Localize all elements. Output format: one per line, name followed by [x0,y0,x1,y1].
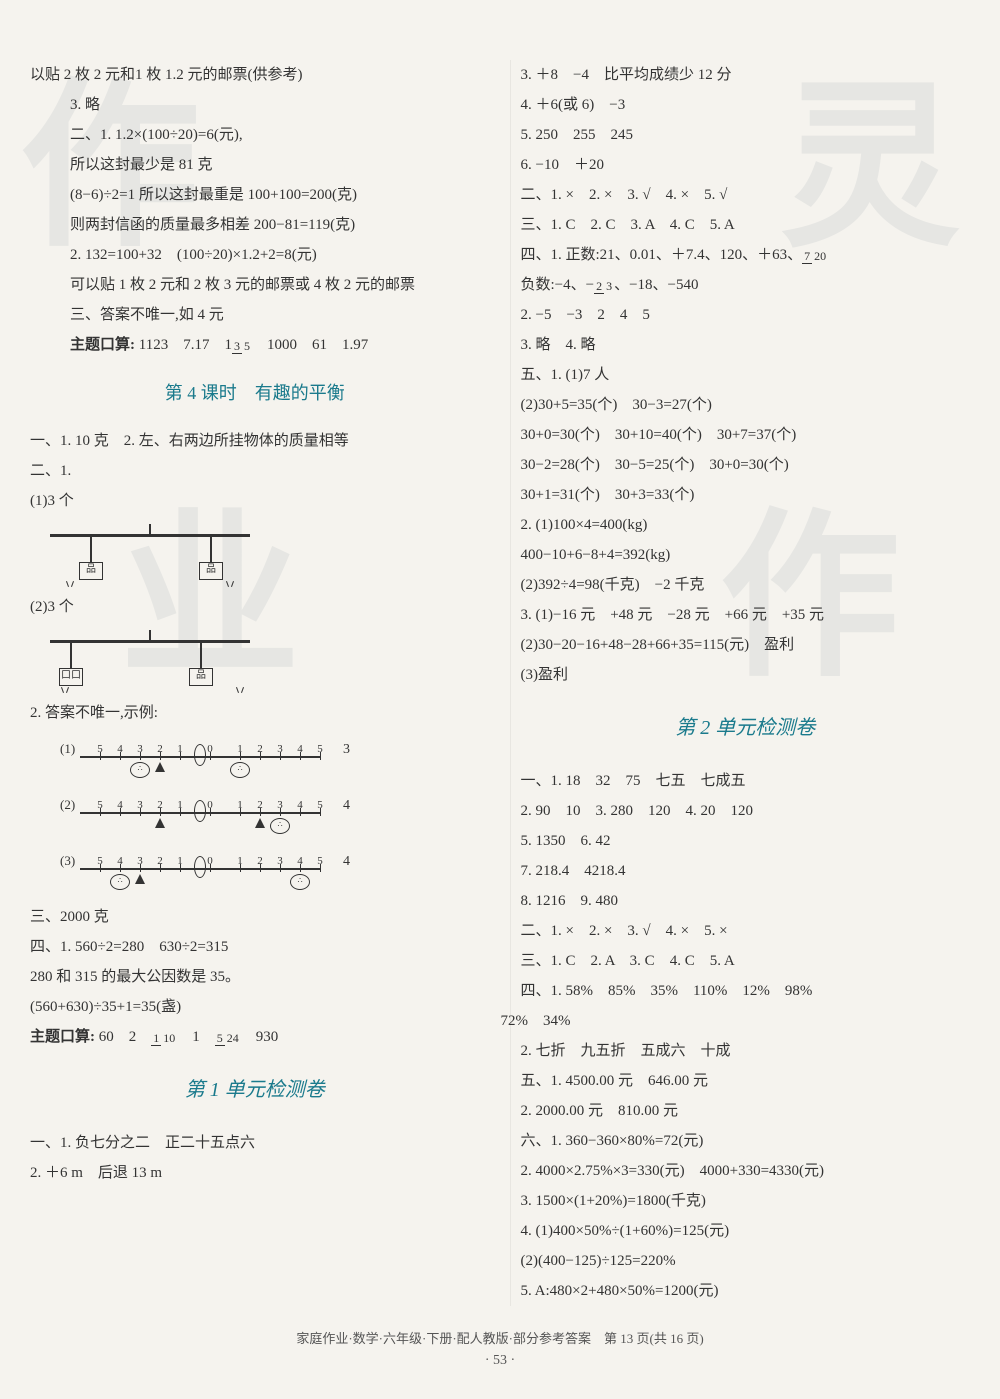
text-line: 7. 218.4 4218.4 [521,856,971,886]
text-line: 5. A:480×2+480×50%=1200(元) [521,1276,971,1306]
text-line: 则两封信函的质量最多相差 200−81=119(克) [30,210,480,240]
text-line: (3)盈利 [521,660,971,690]
text-line: 2. 答案不唯一,示例: [30,698,480,728]
text-line: 四、1. 正数:21、0.01、＋7.4、120、＋63、720 [521,240,971,270]
text-line: 主题口算: 1123 7.17 135 1000 61 1.97 [30,330,480,360]
text-line: 4. ＋6(或 6) −3 [521,90,971,120]
right-column: 3. ＋8 −4 比平均成绩少 12 分 4. ＋6(或 6) −3 5. 25… [510,60,971,1306]
text-line: 3. 略 [30,90,480,120]
text-line: (2)(400−125)÷125=220% [521,1246,971,1276]
fraction: 23 [594,280,614,292]
text-line: 五、1. (1)7 人 [521,360,971,390]
text-line: 8. 1216 9. 480 [521,886,971,916]
text-line: 五、1. 4500.00 元 646.00 元 [521,1066,971,1096]
text-line: 2. 90 10 3. 280 120 4. 20 120 [521,796,971,826]
text-line: 30+0=30(个) 30+10=40(个) 30+7=37(个) [521,420,971,450]
page-container: 以贴 2 枚 2 元和1 枚 1.2 元的邮票(供参考) 3. 略 二、1. 1… [0,0,1000,1336]
text-line: 2. 132=100+32 (100÷20)×1.2+2=8(元) [30,240,480,270]
text-line: 3. 略 4. 略 [521,330,971,360]
text-line: 2. (1)100×4=400(kg) [521,510,971,540]
text-line: 二、1. [30,456,480,486]
fraction: 524 [215,1032,241,1044]
numberline-3: (3) 4 54321012345∴∴ [60,846,340,896]
text-line: 5. 250 255 245 [521,120,971,150]
test-heading: 第 1 单元检测卷 [30,1070,480,1110]
numberline-2: (2) 4 54321012345∴ [60,790,340,840]
text-line: 280 和 315 的最大公因数是 35。 [30,962,480,992]
text-line: 三、答案不唯一,如 4 元 [30,300,480,330]
text-line: 四、1. 560÷2=280 630÷2=315 [30,932,480,962]
text-line: 二、1. × 2. × 3. √ 4. × 5. × [521,916,971,946]
left-column: 以贴 2 枚 2 元和1 枚 1.2 元的邮票(供参考) 3. 略 二、1. 1… [30,60,490,1306]
values: 1123 7.17 1 [139,337,232,353]
page-footer: 家庭作业·数学·六年级·下册·配人教版·部分参考答案 第 13 页(共 16 页… [0,1328,1000,1369]
text-line: 3. ＋8 −4 比平均成绩少 12 分 [521,60,971,90]
balance-diagram-1: 品 品 [50,524,480,584]
text-line: (2)3 个 [30,592,480,622]
text-line: 72% 34% [501,1006,971,1036]
values: 1000 61 1.97 [252,337,368,353]
text-line: 2. ＋6 m 后退 13 m [30,1158,480,1188]
text-line: 可以贴 1 枚 2 元和 2 枚 3 元的邮票或 4 枚 2 元的邮票 [30,270,480,300]
text-line: (560+630)÷35+1=35(盏) [30,992,480,1022]
text-line: 二、1. × 2. × 3. √ 4. × 5. √ [521,180,971,210]
text-line: 4. (1)400×50%÷(1+60%)=125(元) [521,1216,971,1246]
text-line: 一、1. 10 克 2. 左、右两边所挂物体的质量相等 [30,426,480,456]
fraction: 35 [232,340,252,352]
text-line: 3. 1500×(1+20%)=1800(千克) [521,1186,971,1216]
text-line: 六、1. 360−360×80%=72(元) [521,1126,971,1156]
text-line: 一、1. 18 32 75 七五 七成五 [521,766,971,796]
values: 60 2 [99,1029,152,1045]
text-line: 四、1. 58% 85% 35% 110% 12% 98% [521,976,971,1006]
text-line: 所以这封最少是 81 克 [30,150,480,180]
footer-text: 家庭作业·数学·六年级·下册·配人教版·部分参考答案 第 13 页(共 16 页… [0,1328,1000,1347]
text-line: 2. 2000.00 元 810.00 元 [521,1096,971,1126]
test-heading: 第 2 单元检测卷 [521,708,971,748]
text-line: (2)392÷4=98(千克) −2 千克 [521,570,971,600]
text-line: (2)30−20−16+48−28+66+35=115(元) 盈利 [521,630,971,660]
text-line: (1)3 个 [30,486,480,516]
text-line: 负数:−4、−23、−18、−540 [521,270,971,300]
fraction: 110 [151,1032,177,1044]
section-heading: 第 4 课时 有趣的平衡 [30,375,480,411]
label: 主题口算: [70,337,135,353]
text-line: 30+1=31(个) 30+3=33(个) [521,480,971,510]
text-line: 三、2000 克 [30,902,480,932]
text-line: 400−10+6−8+4=392(kg) [521,540,971,570]
text-line: 三、1. C 2. A 3. C 4. C 5. A [521,946,971,976]
text-line: (8−6)÷2=1 所以这封最重是 100+100=200(克) [30,180,480,210]
text-line: 5. 1350 6. 42 [521,826,971,856]
page-number: · 53 · [0,1353,1000,1369]
text-line: 一、1. 负七分之二 正二十五点六 [30,1128,480,1158]
text-line: 2. −5 −3 2 4 5 [521,300,971,330]
numberline-1: (1) 3 54321012345∴∴ [60,734,340,784]
fraction: 720 [802,250,828,262]
label: 主题口算: [30,1029,95,1045]
text-line: (2)30+5=35(个) 30−3=27(个) [521,390,971,420]
text-line: 2. 4000×2.75%×3=330(元) 4000+330=4330(元) [521,1156,971,1186]
text-line: 以贴 2 枚 2 元和1 枚 1.2 元的邮票(供参考) [30,60,480,90]
balance-diagram-2: 口口 品 [50,630,480,690]
text-line: 30−2=28(个) 30−5=25(个) 30+0=30(个) [521,450,971,480]
text-line: 三、1. C 2. C 3. A 4. C 5. A [521,210,971,240]
text-line: 3. (1)−16 元 +48 元 −28 元 +66 元 +35 元 [521,600,971,630]
text-line: 二、1. 1.2×(100÷20)=6(元), [30,120,480,150]
text-line: 6. −10 ＋20 [521,150,971,180]
text-line: 2. 七折 九五折 五成六 十成 [521,1036,971,1066]
